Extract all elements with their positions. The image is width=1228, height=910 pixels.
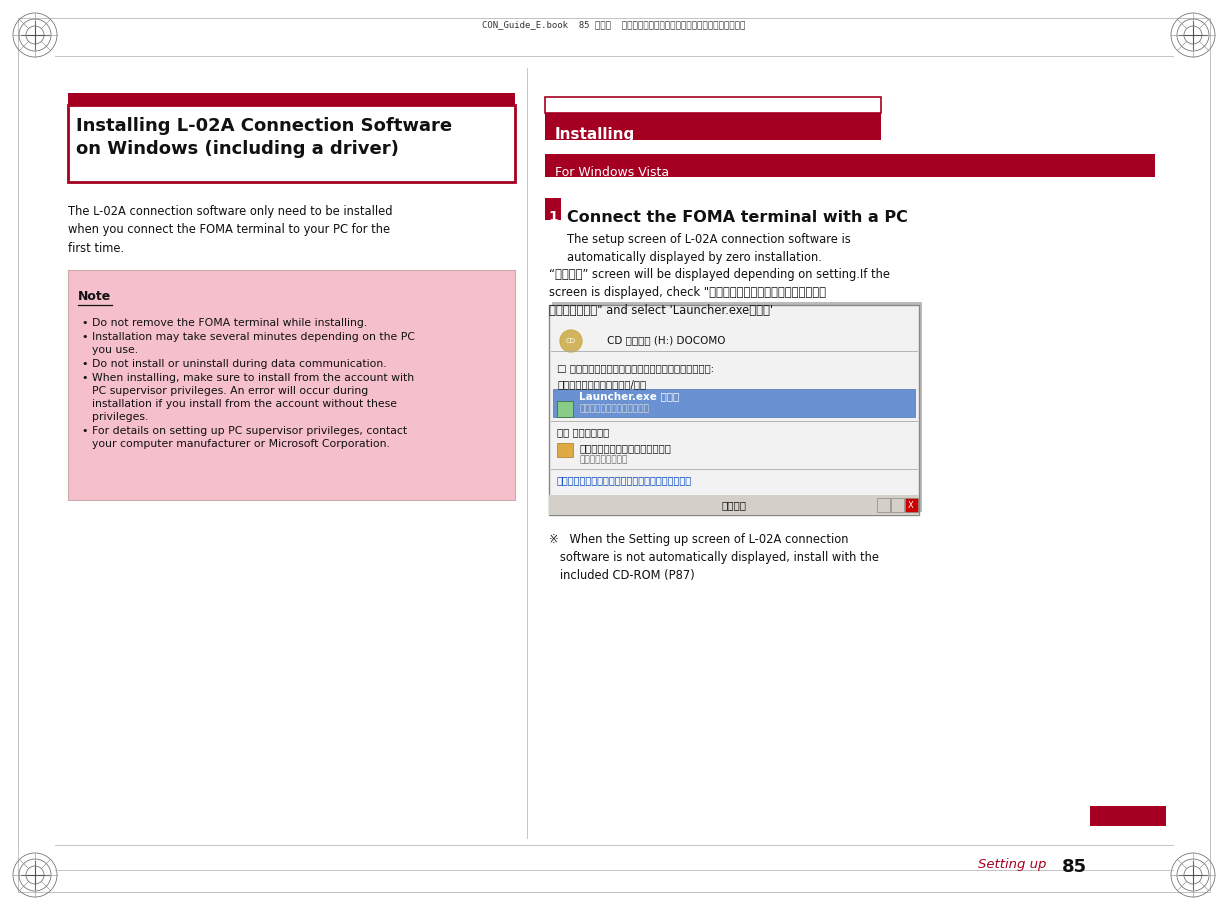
Text: Setting up: Setting up bbox=[977, 858, 1046, 871]
Text: フォルダを開いてファイルを表示: フォルダを開いてファイルを表示 bbox=[578, 443, 670, 453]
Bar bbox=[68, 93, 515, 105]
Text: •: • bbox=[81, 318, 87, 328]
Bar bbox=[1090, 806, 1167, 826]
Bar bbox=[892, 498, 904, 512]
Bar bbox=[549, 495, 919, 515]
Text: installation if you install from the account without these: installation if you install from the acc… bbox=[92, 399, 397, 409]
Text: Do not remove the FOMA terminal while installing.: Do not remove the FOMA terminal while in… bbox=[92, 318, 367, 328]
Bar bbox=[553, 389, 915, 417]
Text: エクスプローラ使用: エクスプローラ使用 bbox=[578, 455, 628, 464]
Text: For Windows Vista: For Windows Vista bbox=[555, 166, 669, 179]
Text: PC supervisor privileges. An error will occur during: PC supervisor privileges. An error will … bbox=[92, 386, 368, 396]
Text: Do not install or uninstall during data communication.: Do not install or uninstall during data … bbox=[92, 359, 387, 369]
Text: you use.: you use. bbox=[92, 345, 138, 355]
Bar bbox=[905, 498, 919, 512]
Bar bbox=[545, 198, 561, 220]
Circle shape bbox=[560, 330, 582, 352]
Text: Installing L-02A Connection Software
on Windows (including a driver): Installing L-02A Connection Software on … bbox=[76, 117, 452, 158]
Bar bbox=[877, 498, 890, 512]
Text: ※   When the Setting up screen of L-02A connection
   software is not automatica: ※ When the Setting up screen of L-02A co… bbox=[549, 533, 879, 582]
Text: Installation may take several minutes depending on the PC: Installation may take several minutes de… bbox=[92, 332, 415, 342]
Text: •: • bbox=[81, 359, 87, 369]
Text: When installing, make sure to install from the account with: When installing, make sure to install fr… bbox=[92, 373, 414, 383]
Bar bbox=[558, 401, 573, 417]
Text: •: • bbox=[81, 373, 87, 383]
Text: For details on setting up PC supervisor privileges, contact: For details on setting up PC supervisor … bbox=[92, 426, 408, 436]
Bar bbox=[545, 97, 880, 113]
Text: privileges.: privileges. bbox=[92, 412, 149, 422]
Text: CD ドライブ (H:) DOCOMO: CD ドライブ (H:) DOCOMO bbox=[607, 335, 726, 345]
Text: Connect the FOMA terminal with a PC: Connect the FOMA terminal with a PC bbox=[567, 210, 907, 225]
Text: 85: 85 bbox=[1062, 858, 1087, 876]
Bar bbox=[549, 305, 919, 515]
Bar bbox=[553, 302, 922, 512]
Text: CON_Guide_E.book  85 ページ  ２００８年１１月２６日　水曜日　午後６時４３分: CON_Guide_E.book 85 ページ ２００８年１１月２６日 水曜日 … bbox=[483, 21, 745, 29]
Text: •: • bbox=[81, 426, 87, 436]
Bar bbox=[545, 154, 1156, 177]
Text: Note: Note bbox=[79, 290, 112, 303]
Text: 発行元は確認されていません: 発行元は確認されていません bbox=[578, 404, 648, 413]
Bar bbox=[545, 113, 880, 140]
Text: □ ソフトウェアとゲームに対しては常次の動作を行う:: □ ソフトウェアとゲームに対しては常次の動作を行う: bbox=[558, 363, 713, 373]
Bar bbox=[558, 443, 573, 457]
Text: X: X bbox=[909, 501, 914, 510]
Text: 自動再生: 自動再生 bbox=[722, 500, 747, 510]
Text: プログラムのインストール/実行: プログラムのインストール/実行 bbox=[558, 379, 646, 389]
Text: 全般 のオプション: 全般 のオプション bbox=[558, 427, 609, 437]
Text: The L-02A connection software only need to be installed
when you connect the FOM: The L-02A connection software only need … bbox=[68, 205, 393, 255]
Text: The setup screen of L-02A connection software is
automatically displayed by zero: The setup screen of L-02A connection sof… bbox=[567, 233, 851, 264]
Bar bbox=[68, 270, 515, 500]
Text: CD: CD bbox=[566, 338, 576, 344]
Bar bbox=[68, 105, 515, 182]
Text: 1: 1 bbox=[548, 210, 558, 224]
Text: •: • bbox=[81, 332, 87, 342]
Text: Installing: Installing bbox=[555, 127, 635, 142]
Text: コントロールパネルで自動再生の設定を変更します: コントロールパネルで自動再生の設定を変更します bbox=[558, 475, 693, 485]
Text: Launcher.exe の実行: Launcher.exe の実行 bbox=[578, 391, 679, 401]
Text: your computer manufacturer or Microsoft Corporation.: your computer manufacturer or Microsoft … bbox=[92, 439, 389, 449]
Text: “自動再生” screen will be displayed depending on setting.If the
screen is displayed,: “自動再生” screen will be displayed dependin… bbox=[549, 268, 890, 317]
